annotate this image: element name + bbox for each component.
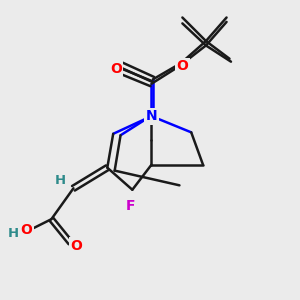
- Text: H: H: [8, 227, 19, 240]
- Text: F: F: [126, 199, 136, 213]
- Text: O: O: [20, 223, 32, 236]
- Text: O: O: [176, 59, 188, 73]
- Text: O: O: [70, 239, 82, 253]
- Text: O: O: [110, 62, 122, 76]
- Text: H: H: [55, 174, 66, 188]
- Text: N: N: [146, 109, 157, 123]
